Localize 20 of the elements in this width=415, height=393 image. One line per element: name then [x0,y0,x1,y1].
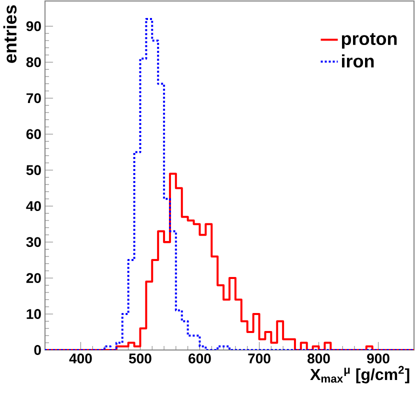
y-tick-label: 30 [26,237,41,248]
y-tick-label: 10 [26,309,41,319]
y-tick-label: 50 [26,165,41,176]
y-tick-label: 0 [34,345,41,355]
y-tick-label: 20 [26,273,41,284]
y-axis-title: entries [3,5,17,63]
x-tick-label: 500 [128,354,152,364]
y-tick-label: 60 [26,129,41,140]
x-tick-label: 600 [188,354,211,364]
x-axis-title: X$_{max}$$^{μ}$ [g/cm$^{2}$] [310,366,410,384]
legend-label: proton [342,33,397,49]
y-tick-label: 80 [26,57,41,68]
y-tick-label: 40 [26,201,41,212]
y-tick-label: 70 [26,93,41,104]
x-tick-label: 400 [69,354,92,364]
legend-label: iron [342,54,374,68]
x-tick-label: 700 [248,354,270,364]
x-tick-label: 800 [308,354,330,364]
y-tick-label: 90 [26,21,41,32]
x-tick-label: 900 [367,354,390,364]
